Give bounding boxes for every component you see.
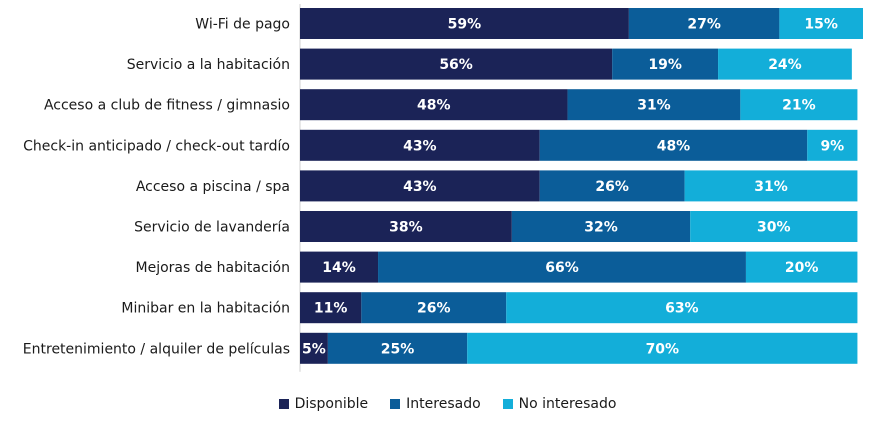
data-label: 5% [302, 341, 326, 357]
legend-item: Interesado [390, 396, 481, 412]
data-label: 26% [595, 179, 629, 195]
data-label: 30% [757, 220, 791, 236]
data-label: 24% [768, 57, 802, 73]
bar-segment-no-interesado [690, 211, 858, 242]
bar-segment-interesado [327, 332, 468, 364]
category-label: Servicio de lavandería [134, 220, 290, 236]
legend-label: Disponible [294, 396, 369, 412]
bar-segment-disponible [300, 251, 379, 283]
data-label: 25% [381, 341, 415, 357]
category-label: Mejoras de habitación [136, 260, 291, 276]
category-label: Check-in anticipado / check-out tardío [23, 138, 290, 154]
data-label: 48% [657, 138, 691, 154]
bar-segment-interesado [539, 170, 685, 202]
data-label: 43% [403, 179, 437, 195]
data-label: 31% [754, 179, 788, 195]
bar-segment-no-interesado [467, 332, 858, 364]
data-label: 20% [785, 260, 819, 276]
category-label: Acceso a piscina / spa [136, 179, 290, 195]
bar-segment-disponible [300, 292, 362, 324]
legend-label: No interesado [518, 396, 617, 412]
data-label: 56% [439, 57, 473, 73]
bar-segment-interesado [361, 292, 507, 324]
bar-segment-no-interesado [745, 251, 858, 283]
data-label: 26% [417, 301, 451, 317]
legend-item: No interesado [502, 396, 617, 412]
data-label: 70% [646, 341, 680, 357]
legend-item: Disponible [278, 396, 369, 412]
bar-segment-no-interesado [718, 48, 852, 80]
bar-segment-disponible [300, 129, 540, 161]
category-label: Acceso a club de fitness / gimnasio [44, 98, 290, 114]
data-label: 59% [448, 17, 482, 33]
category-label: Minibar en la habitación [121, 301, 290, 317]
category-label: Wi-Fi de pago [195, 17, 290, 33]
data-label: 48% [417, 98, 451, 114]
data-label: 27% [687, 17, 721, 33]
data-label: 21% [782, 98, 816, 114]
data-label: 38% [389, 220, 423, 236]
bar-segment-no-interesado [779, 8, 863, 39]
bar-segment-no-interesado [807, 129, 858, 161]
bar-segment-no-interesado [740, 89, 858, 121]
legend-swatch [502, 399, 513, 409]
data-label: 11% [314, 301, 348, 317]
bar-segment-interesado [378, 251, 746, 283]
bar-segment-disponible [300, 48, 613, 80]
data-label: 15% [804, 17, 838, 33]
data-label: 14% [322, 260, 356, 276]
bar-segment-disponible [300, 332, 328, 364]
bar-segment-interesado [539, 129, 808, 161]
bar-segment-disponible [300, 8, 629, 39]
data-label: 32% [584, 220, 618, 236]
legend-swatch [390, 399, 401, 409]
bar-segment-interesado [511, 211, 691, 242]
bar-segment-disponible [300, 211, 512, 242]
bar-segment-disponible [300, 170, 540, 202]
bar-segment-no-interesado [506, 292, 858, 324]
category-label: Servicio a la habitación [127, 57, 290, 73]
bar-segment-interesado [612, 48, 719, 80]
legend-swatch [278, 399, 289, 409]
bar-segment-interesado [567, 89, 741, 121]
data-label: 63% [665, 301, 699, 317]
bar-segment-no-interesado [684, 170, 858, 202]
data-label: 19% [648, 57, 682, 73]
data-label: 66% [545, 260, 579, 276]
legend-label: Interesado [406, 396, 481, 412]
bar-segment-interesado [628, 8, 780, 39]
data-label: 9% [820, 138, 844, 154]
data-label: 31% [637, 98, 671, 114]
category-label: Entretenimiento / alquiler de películas [23, 341, 290, 357]
chart-legend: Disponible Interesado No interesado [0, 396, 895, 412]
data-label: 43% [403, 138, 437, 154]
bar-segment-disponible [300, 89, 568, 121]
